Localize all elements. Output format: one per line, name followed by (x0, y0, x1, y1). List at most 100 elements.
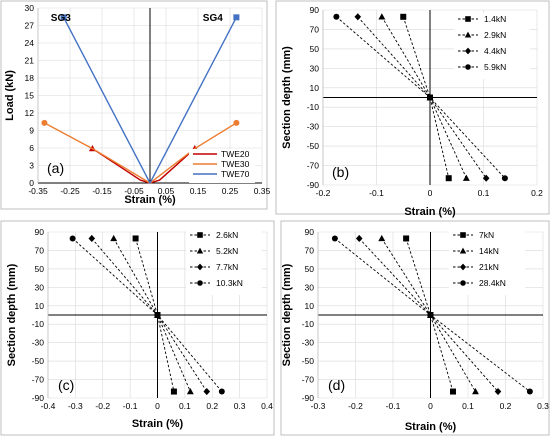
data-point-5.9kN (333, 13, 340, 20)
legend-marker (464, 47, 472, 55)
x-tick-label: -0.1 (123, 401, 138, 411)
legend-entry: 28.4kN (479, 278, 506, 288)
legend-entry: TWE20 (221, 149, 250, 159)
x-axis-title: Strain (%) (405, 421, 457, 433)
legend-entry: 4.4kN (484, 46, 506, 56)
data-point-5.2kN (110, 234, 118, 242)
data-point-10.3kN (69, 235, 76, 242)
data-point-TWE70 (60, 14, 67, 21)
x-axis-title: Strain (%) (132, 418, 184, 430)
panel-label: (b) (332, 164, 349, 180)
legend: 2.6kN 5.2kN 7.7kN 10.3kN (186, 229, 262, 295)
y-tick-label: 21 (25, 56, 35, 66)
x-tick-label: 0.2 (531, 188, 543, 198)
legend-entry: 5.2kN (216, 246, 238, 256)
x-axis-title: Strain (%) (404, 206, 456, 218)
legend-entry: TWE70 (221, 169, 250, 179)
data-point-10.3kN (218, 388, 225, 395)
data-point-TWE30 (233, 119, 240, 126)
x-axis-title: Strain (%) (124, 194, 176, 206)
y-tick-label: 30 (35, 282, 45, 292)
legend-marker (196, 247, 204, 254)
x-tick-label: -0.25 (60, 186, 80, 196)
series-line-1.4kN (402, 16, 450, 179)
data-point-7.7kN (203, 387, 211, 396)
data-point-1.4kN (400, 13, 407, 20)
data-point-7kN (450, 388, 456, 395)
data-point-14kN (378, 234, 386, 242)
legend-entry: 5.9kN (484, 62, 506, 72)
y-tick-label: 18 (25, 73, 35, 83)
x-tick-label: 0.3 (234, 401, 246, 411)
data-point-2.6kN (170, 388, 177, 395)
legend-entry: 2.9kN (484, 30, 506, 40)
legend-entry: 7.7kN (216, 262, 238, 272)
legend-marker (460, 280, 466, 286)
y-tick-label: -90 (302, 393, 315, 403)
legend-marker (197, 280, 203, 286)
y-tick-label: -50 (32, 356, 45, 366)
y-tick-label: -10 (307, 102, 320, 112)
x-tick-label: 0.3 (537, 401, 549, 411)
legend-marker (459, 247, 467, 254)
y-tick-label: 27 (25, 21, 35, 31)
y-tick-label: 30 (305, 282, 315, 292)
x-tick-label: 0.2 (500, 401, 512, 411)
y-tick-label: 30 (25, 3, 35, 13)
y-tick-label: -50 (302, 356, 315, 366)
y-tick-label: -10 (32, 319, 45, 329)
y-tick-label: 0 (29, 178, 34, 188)
annotation-label: SG4 (203, 13, 223, 24)
series-line-TWE70 (62, 17, 238, 185)
data-point-TWE30 (41, 119, 48, 126)
panel-label: (c) (58, 377, 74, 393)
y-tick-label: 9 (29, 126, 34, 136)
series-line-5.2kN (113, 238, 191, 392)
x-tick-label: -0.35 (28, 186, 48, 196)
legend-entry: 2.6kN (216, 230, 238, 240)
y-tick-label: 24 (25, 38, 35, 48)
chart-panel-3: -90 -70 -50 -30 -10 10 30 50 70 90 -0.4 -0.3 -0.2 -0.… (0, 220, 275, 436)
y-tick-label: 6 (29, 143, 34, 153)
y-tick-label: -90 (32, 393, 45, 403)
data-point-21kN (494, 387, 502, 396)
x-tick-label: 0.4 (261, 401, 273, 411)
y-axis-title: Section depth (mm) (281, 263, 293, 366)
data-point-5.2kN (186, 387, 194, 395)
data-point-7kN (403, 235, 410, 242)
legend-entry: TWE30 (221, 159, 250, 169)
legend-marker (465, 16, 471, 22)
chart-panel-1: 0 3 6 9 12 15 18 21 24 27 30 -0.35 -0.25 -0.15 -0.05 0.… (0, 0, 271, 210)
y-tick-label: 50 (305, 264, 315, 274)
data-point-5.9kN (427, 94, 433, 101)
chart-panel-4: -90 -70 -50 -30 -10 10 30 50 70 90 -0.3 -0.2 -0.1 0 0.… (280, 220, 550, 436)
x-tick-label: -0.2 (95, 401, 110, 411)
y-tick-label: 30 (310, 63, 320, 73)
data-point-4.4kN (482, 174, 490, 182)
x-tick-label: 0.35 (254, 186, 271, 196)
y-tick-label: 3 (29, 161, 34, 171)
x-tick-label: 0.25 (222, 186, 239, 196)
legend-marker (460, 232, 466, 238)
y-tick-label: 70 (305, 245, 315, 255)
chart-panel-2: -90 -70 -50 -30 -10 10 30 50 70 90 -0.2 -0.1 0 0.1 0.2… (275, 0, 550, 218)
panel-frame (0, 0, 268, 210)
data-point-1.4kN (445, 175, 452, 182)
y-tick-label: -70 (307, 161, 320, 171)
data-point-28.4kN (427, 312, 434, 318)
y-tick-label: 10 (310, 83, 320, 93)
legend-marker (459, 263, 467, 271)
y-tick-label: -50 (307, 141, 320, 151)
x-tick-label: -0.15 (92, 186, 112, 196)
x-tick-label: -0.1 (369, 188, 384, 198)
y-axis-title: Section depth (mm) (281, 46, 293, 149)
y-tick-label: 90 (35, 227, 45, 237)
legend-entry: 1.4kN (484, 14, 506, 24)
y-tick-label: 50 (310, 44, 320, 54)
legend-entry: 14kN (479, 246, 499, 256)
legend-entry: 21kN (479, 262, 499, 272)
y-axis-title: Section depth (mm) (6, 263, 18, 366)
x-tick-label: -0.4 (41, 401, 56, 411)
data-point-21kN (355, 234, 363, 243)
